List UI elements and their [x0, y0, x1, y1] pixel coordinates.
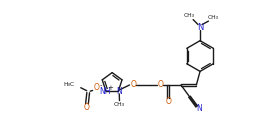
Text: N: N	[197, 104, 202, 113]
Text: CH₃: CH₃	[114, 102, 125, 107]
Text: O: O	[157, 80, 163, 90]
Text: O: O	[131, 80, 137, 90]
Text: +: +	[107, 85, 114, 91]
Text: O: O	[94, 83, 100, 92]
Text: O: O	[84, 103, 90, 112]
Text: NH: NH	[99, 87, 111, 96]
Text: N: N	[197, 23, 203, 32]
Text: N: N	[116, 87, 122, 96]
Text: CH₃: CH₃	[208, 15, 218, 20]
Text: O: O	[165, 97, 171, 106]
Text: CH₃: CH₃	[183, 13, 194, 18]
Text: H₃C: H₃C	[64, 82, 75, 87]
Text: -: -	[99, 82, 102, 88]
